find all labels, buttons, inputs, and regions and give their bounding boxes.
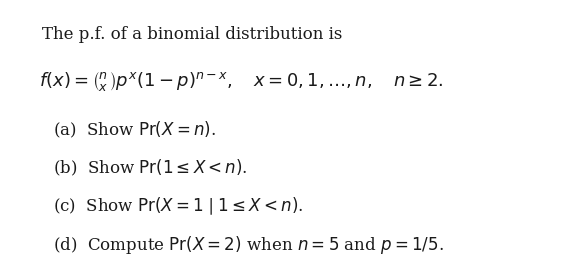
Text: The p.f. of a binomial distribution is: The p.f. of a binomial distribution is: [42, 26, 343, 43]
Text: (b)  Show $\Pr(1 \leq X < n)$.: (b) Show $\Pr(1 \leq X < n)$.: [53, 158, 248, 178]
Text: (c)  Show $\Pr(X = 1 \mid 1 \leq X < n)$.: (c) Show $\Pr(X = 1 \mid 1 \leq X < n)$.: [53, 196, 304, 217]
Text: (a)  Show $\Pr(X = n)$.: (a) Show $\Pr(X = n)$.: [53, 120, 216, 140]
Text: (d)  Compute $\Pr(X = 2)$ when $n = 5$ and $p = 1/5$.: (d) Compute $\Pr(X = 2)$ when $n = 5$ an…: [53, 234, 444, 256]
Text: $f(x) = \binom{n}{x}p^{x}(1-p)^{n-x},\quad x = 0, 1, \ldots, n, \quad n \geq 2.$: $f(x) = \binom{n}{x}p^{x}(1-p)^{n-x},\qu…: [39, 70, 444, 93]
